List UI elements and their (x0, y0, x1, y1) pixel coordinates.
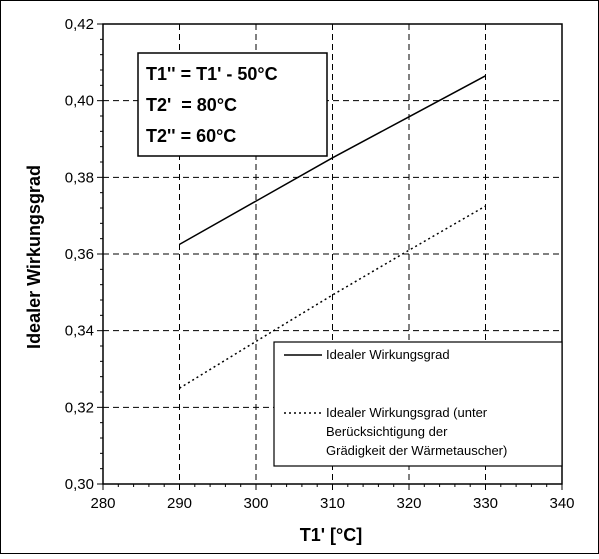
x-tick-label: 320 (396, 495, 421, 512)
series-layer (179, 75, 486, 389)
legend: Idealer Wirkungsgrad Idealer Wirkungsgra… (273, 341, 563, 467)
parameter-line: T1'' = T1' - 50°C (146, 64, 278, 84)
series-line-ideal (179, 75, 486, 246)
legend-frame (273, 341, 563, 467)
y-tick-label: 0,30 (65, 476, 94, 493)
legend-label: Idealer Wirkungsgrad (326, 347, 450, 362)
x-tick-label: 290 (167, 495, 192, 512)
x-tick-label: 280 (90, 495, 115, 512)
legend-label: Berücksichtigung der (326, 424, 448, 439)
x-tick-label: 300 (243, 495, 268, 512)
y-axis-title: Idealer Wirkungsgrad (24, 165, 44, 349)
y-tick-label: 0,32 (65, 399, 94, 416)
parameter-line: T2' = 80°C (146, 95, 237, 115)
legend-label: Grädigkeit der Wärmetauscher) (326, 443, 507, 458)
y-tick-label: 0,38 (65, 169, 94, 186)
y-tick-label: 0,36 (65, 246, 94, 263)
x-tick-label: 310 (320, 495, 345, 512)
x-axis-title: T1' [°C] (300, 525, 362, 545)
parameter-line: T2'' = 60°C (146, 126, 236, 146)
parameter-box: T1'' = T1' - 50°C T2' = 80°C T2'' = 60°C (137, 52, 328, 157)
y-tick-label: 0,42 (65, 16, 94, 33)
parameter-box-frame (137, 52, 328, 157)
y-tick-label: 0,40 (65, 93, 94, 110)
legend-label: Idealer Wirkungsgrad (unter (326, 405, 488, 420)
axis-ticks: 280 290 300 310 320 330 340 0,30 0,32 0,34 0,36 0,3… (65, 16, 575, 512)
y-tick-label: 0,34 (65, 323, 94, 340)
x-tick-label: 330 (473, 495, 498, 512)
x-tick-label: 340 (549, 495, 574, 512)
